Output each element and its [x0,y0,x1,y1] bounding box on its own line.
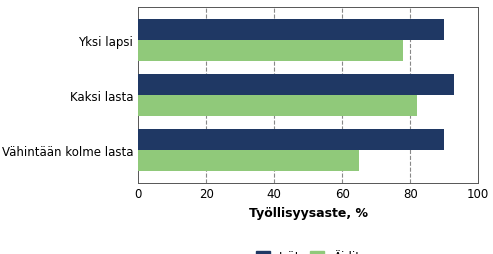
Bar [138,150,359,171]
X-axis label: Työllisyysaste, %: Työllisyysaste, % [248,206,368,219]
Bar [138,129,444,150]
Bar [138,40,403,61]
Bar [138,74,455,95]
Bar [138,20,444,40]
Legend: Isät, Äidit: Isät, Äidit [251,246,365,254]
Bar [138,95,417,116]
